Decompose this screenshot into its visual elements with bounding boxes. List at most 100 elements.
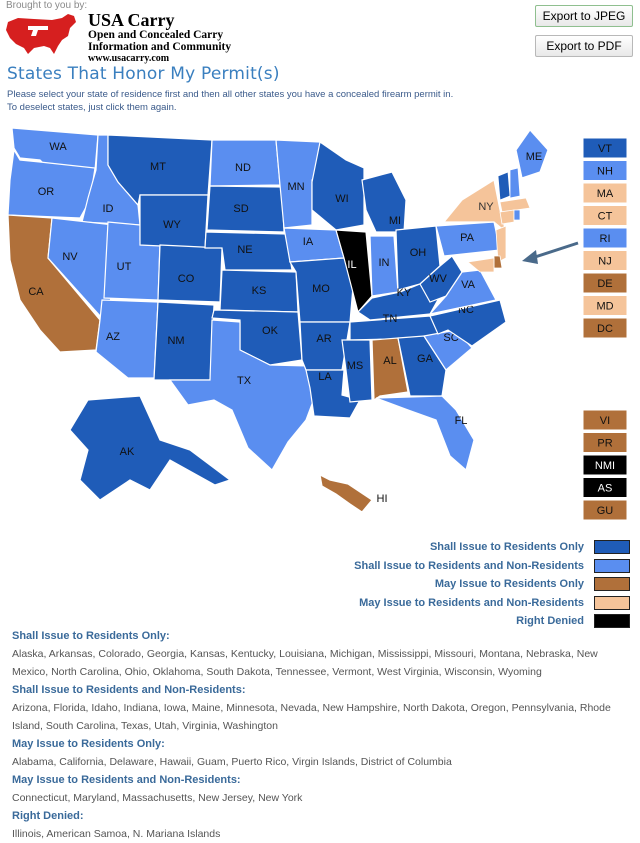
state-label-al: AL xyxy=(383,355,396,367)
small-state-box-nh[interactable] xyxy=(582,160,628,181)
state-label-hi: HI xyxy=(377,493,388,505)
usa-carry-logo-icon xyxy=(6,14,76,54)
state-label-ok: OK xyxy=(262,325,279,337)
small-state-box-de[interactable] xyxy=(582,272,628,294)
state-label-ia: IA xyxy=(303,236,314,248)
small-state-box-ri[interactable] xyxy=(582,227,628,249)
state-ct-shape[interactable] xyxy=(499,209,515,225)
state-label-co: CO xyxy=(178,273,195,285)
territory-label-gu: GU xyxy=(597,505,614,517)
small-state-box-dc[interactable] xyxy=(582,317,628,339)
state-la[interactable] xyxy=(305,369,361,419)
state-label-oh: OH xyxy=(410,247,427,259)
export-jpeg-button[interactable]: Export to JPEG xyxy=(535,5,633,27)
territory-label-vi: VI xyxy=(600,415,610,427)
state-il[interactable] xyxy=(335,229,373,314)
state-label-mo: MO xyxy=(312,283,330,295)
state-ak[interactable] xyxy=(69,395,232,501)
territory-box-pr[interactable] xyxy=(582,432,628,453)
state-label-ks: KS xyxy=(252,285,267,297)
state-hi[interactable] xyxy=(319,473,373,513)
state-ia[interactable] xyxy=(283,227,345,263)
category-states: Connecticut, Maryland, Massachusetts, Ne… xyxy=(12,792,303,804)
category-heading: Right Denied: xyxy=(12,810,84,822)
state-md-shape[interactable] xyxy=(467,257,495,273)
small-state-label-ct: CT xyxy=(598,211,613,223)
small-state-label-ri: RI xyxy=(600,233,611,245)
tagline-1: Open and Concealed Carry xyxy=(88,29,224,41)
territory-box-nmi[interactable] xyxy=(582,454,628,476)
state-ny[interactable] xyxy=(442,179,508,234)
us-map: WA OR CA ID NV UT AZ MT WY CO NM ND SD NE KS OK TX MN IA MO… xyxy=(7,127,628,520)
state-label-la: LA xyxy=(318,371,332,383)
state-label-ky: KY xyxy=(397,287,412,299)
small-state-box-ma[interactable] xyxy=(582,182,628,204)
state-label-ga: GA xyxy=(417,353,434,365)
small-state-box-ct[interactable] xyxy=(582,205,628,226)
state-va[interactable] xyxy=(428,269,497,315)
small-states-arrow-icon xyxy=(522,241,579,264)
state-ga[interactable] xyxy=(397,335,447,397)
category-states: Arizona, Florida, Idaho, Indiana, Iowa, … xyxy=(12,702,611,732)
small-state-box-vt[interactable] xyxy=(582,137,628,159)
category-states: Illinois, American Samoa, N. Mariana Isl… xyxy=(12,828,221,840)
state-wv[interactable] xyxy=(419,255,463,303)
territory-box-vi[interactable] xyxy=(582,409,628,431)
state-sd[interactable] xyxy=(206,185,285,233)
small-state-label-dc: DC xyxy=(597,323,613,335)
state-label-nv: NV xyxy=(62,251,78,263)
state-ms[interactable] xyxy=(341,339,373,403)
state-label-mi: MI xyxy=(389,215,401,227)
state-ri-shape[interactable] xyxy=(513,209,521,221)
legend-row: Right Denied xyxy=(300,612,630,631)
category-states: Alabama, California, Delaware, Hawaii, G… xyxy=(12,756,452,768)
territory-box-gu[interactable] xyxy=(582,499,628,520)
category-states: Alaska, Arkansas, Colorado, Georgia, Kan… xyxy=(12,648,598,678)
legend-row: Shall Issue to Residents Only xyxy=(300,538,630,557)
state-label-wa: WA xyxy=(49,141,67,153)
state-al[interactable] xyxy=(371,337,409,402)
state-nj-shape[interactable] xyxy=(495,225,507,263)
instruction-line-2: To deselect states, just click them agai… xyxy=(7,102,177,113)
brought-to-you-label: Brought to you by: xyxy=(6,0,88,11)
state-sc[interactable] xyxy=(423,329,473,371)
state-me[interactable] xyxy=(515,129,549,179)
tagline-2: Information and Community xyxy=(88,41,232,53)
small-state-box-md[interactable] xyxy=(582,295,628,316)
small-state-label-vt: VT xyxy=(598,143,612,155)
state-label-ca: CA xyxy=(28,286,44,298)
legend-swatch xyxy=(594,540,630,555)
state-ma-shape[interactable] xyxy=(499,197,531,213)
state-vt-shape[interactable] xyxy=(497,171,511,201)
legend-label: May Issue to Residents and Non-Residents xyxy=(359,596,584,609)
usa-carry-logo-text: USA Carry Open and Concealed Carry Infor… xyxy=(88,11,231,65)
state-label-il: IL xyxy=(347,259,356,271)
legend-label: Shall Issue to Residents Only xyxy=(429,541,584,554)
legend-swatch xyxy=(594,595,630,610)
legend-swatch xyxy=(594,614,630,629)
legend-row: May Issue to Residents Only xyxy=(300,575,630,594)
territory-label-nmi: NMI xyxy=(595,460,615,472)
state-label-ms: MS xyxy=(347,360,364,372)
state-tx[interactable] xyxy=(168,319,319,471)
brand-name: USA Carry xyxy=(88,10,175,30)
territory-label-pr: PR xyxy=(597,438,612,450)
state-wi[interactable] xyxy=(311,140,365,231)
page-title: States That Honor My Permit(s) xyxy=(7,64,280,84)
legend-row: Shall Issue to Residents and Non-Residen… xyxy=(300,557,630,576)
state-label-or: OR xyxy=(38,186,55,198)
state-label-ne: NE xyxy=(237,244,252,256)
state-label-mn: MN xyxy=(287,181,304,193)
state-label-tx: TX xyxy=(237,375,252,387)
small-state-box-nj[interactable] xyxy=(582,250,628,271)
territory-box-as[interactable] xyxy=(582,477,628,498)
small-state-label-nj: NJ xyxy=(598,256,611,268)
state-fl[interactable] xyxy=(375,395,475,472)
state-label-pa: PA xyxy=(460,232,475,244)
state-nh-shape[interactable] xyxy=(509,167,521,199)
small-state-label-nh: NH xyxy=(597,166,613,178)
state-label-ut: UT xyxy=(117,261,132,273)
export-pdf-button[interactable]: Export to PDF xyxy=(535,35,633,57)
state-nc[interactable] xyxy=(429,299,507,347)
small-state-label-de: DE xyxy=(597,278,612,290)
